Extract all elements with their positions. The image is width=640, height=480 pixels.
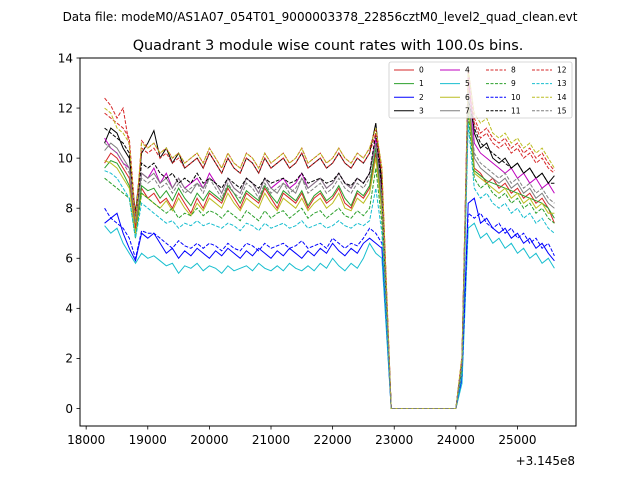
y-tick-label: 10 [58, 151, 73, 165]
x-tick-label: 20000 [190, 433, 228, 447]
y-tick-label: 14 [58, 51, 73, 65]
x-tick-label: 19000 [129, 433, 167, 447]
legend-label-2: 2 [419, 93, 424, 102]
y-tick-label: 2 [65, 352, 73, 366]
x-tick-label: 21000 [252, 433, 290, 447]
series-line-10 [104, 207, 555, 409]
series-line-6 [104, 103, 555, 409]
legend-label-15: 15 [557, 106, 567, 115]
y-tick-label: 8 [65, 202, 73, 216]
x-axis-offset-label: +3.145e8 [516, 454, 575, 468]
x-tick-label: 22000 [314, 433, 352, 447]
legend-label-0: 0 [419, 66, 424, 75]
series-line-11 [104, 98, 555, 409]
legend-label-10: 10 [511, 93, 521, 102]
y-tick-label: 12 [58, 101, 73, 115]
y-tick-label: 4 [65, 302, 73, 316]
x-tick-label: 25000 [498, 433, 536, 447]
series-line-5 [104, 222, 555, 409]
series-line-14 [104, 70, 555, 409]
legend-label-5: 5 [465, 79, 470, 88]
chart-suptitle: Data file: modeM0/AS1A07_054T01_90000033… [63, 10, 578, 24]
legend-label-9: 9 [511, 79, 516, 88]
legend-box [388, 61, 573, 119]
axis-ticks: 18000 19000 20000 21000 22000 23000 24000 25000… [58, 51, 537, 447]
y-tick-label: 0 [65, 402, 73, 416]
legend-label-6: 6 [465, 93, 470, 102]
legend-label-7: 7 [465, 106, 470, 115]
legend-label-3: 3 [419, 106, 424, 115]
legend-label-13: 13 [557, 79, 567, 88]
legend-label-8: 8 [511, 66, 516, 75]
series-line-9 [104, 113, 555, 409]
series-line-1 [104, 100, 555, 409]
x-tick-label: 18000 [67, 433, 105, 447]
legend-label-1: 1 [419, 79, 424, 88]
series-line-0 [104, 95, 555, 409]
legend-label-14: 14 [557, 93, 567, 102]
x-tick-label: 23000 [375, 433, 413, 447]
x-tick-label: 24000 [437, 433, 475, 447]
y-tick-label: 6 [65, 252, 73, 266]
legend-label-4: 4 [465, 66, 470, 75]
series-lines [104, 67, 555, 409]
series-line-2 [104, 197, 555, 409]
series-line-4 [104, 72, 555, 409]
series-line-12 [104, 82, 555, 409]
series-line-15 [104, 92, 555, 409]
axes-frame [79, 57, 577, 427]
legend-label-12: 12 [557, 66, 567, 75]
series-line-7 [104, 87, 555, 409]
series-line-13 [104, 123, 555, 409]
chart-title: Quadrant 3 module wise count rates with … [133, 38, 524, 54]
legend-label-11: 11 [511, 106, 521, 115]
